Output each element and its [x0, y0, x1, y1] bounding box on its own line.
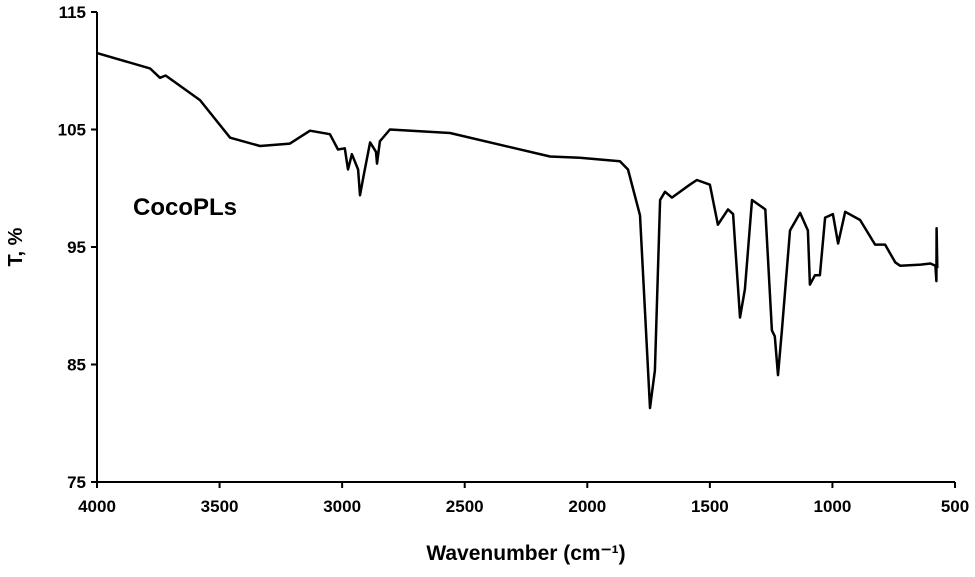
x-tick-label: 3000: [323, 497, 361, 516]
x-tick-label: 2000: [568, 497, 606, 516]
x-tick-label: 1500: [691, 497, 729, 516]
series-annotation: CocoPLs: [133, 194, 237, 221]
y-tick-label: 85: [67, 356, 86, 375]
x-tick-label: 1000: [814, 497, 852, 516]
y-tick-label: 115: [59, 3, 86, 22]
spectrum-line: [96, 51, 939, 410]
y-tick-label: 105: [58, 121, 86, 140]
x-tick-label: 4000: [78, 497, 116, 516]
y-tick-label: 95: [67, 238, 86, 257]
x-axis-label: Wavenumber (cm⁻¹): [426, 542, 625, 565]
x-tick-label: 2500: [446, 497, 484, 516]
x-tick-label: 3500: [201, 497, 239, 516]
x-tick-label: 500: [941, 497, 969, 516]
y-axis-label: T, %: [5, 227, 27, 266]
y-tick-label: 75: [67, 473, 86, 492]
